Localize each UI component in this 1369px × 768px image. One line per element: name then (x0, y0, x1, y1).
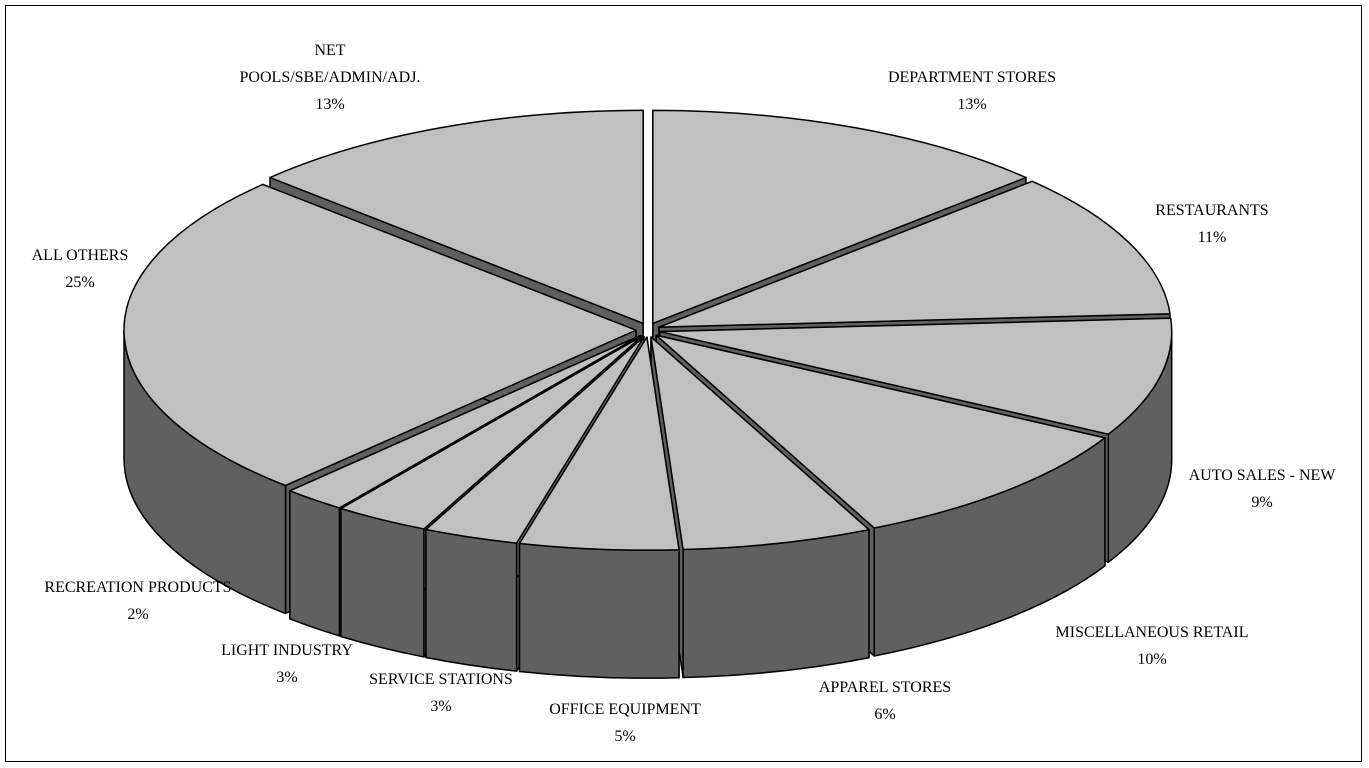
slice-label: ALL OTHERS (32, 247, 129, 264)
slice (658, 317, 1173, 435)
slice-label: LIGHT INDUSTRY (221, 642, 353, 659)
slice-value-label: 9% (1251, 494, 1272, 511)
slice-label: OFFICE EQUIPMENT (549, 701, 701, 718)
slice-label: RESTAURANTS (1155, 202, 1268, 219)
slice (269, 109, 644, 325)
plot-area: DEPARTMENT STORES 13% RESTAURANTS 11% AUTO S… (32, 42, 1337, 745)
slice (289, 334, 642, 509)
slice-label: APPAREL STORES (819, 679, 951, 696)
slice (425, 336, 645, 544)
slice-label: SERVICE STATIONS (369, 671, 513, 688)
slice (655, 334, 1106, 529)
slice-side (682, 528, 870, 679)
slice-value-label: 3% (430, 698, 451, 715)
slice (658, 180, 1171, 328)
slice-label: RECREATION PRODUCTS (44, 579, 231, 596)
slice-label: DEPARTMENT STORES (888, 69, 1056, 86)
slice (650, 336, 870, 551)
slice-value-label: 10% (1137, 651, 1166, 668)
slice-label: AUTO SALES - NEW (1189, 467, 1337, 484)
slice-value-label: 2% (127, 606, 148, 623)
slice-side (289, 490, 341, 637)
slice-label: MISCELLANEOUS RETAIL (1056, 624, 1249, 641)
slice-value-label: 11% (1198, 229, 1227, 246)
slice-value-label: 25% (65, 274, 94, 291)
slice-value-label: 5% (614, 728, 635, 745)
slice (652, 109, 1027, 325)
slice-value-label: 13% (315, 96, 344, 113)
slice (123, 183, 637, 487)
slice-label: NET POOLS/SBE/ADMIN/ADJ. (240, 42, 421, 86)
slice-side (518, 542, 680, 679)
slice-value-label: 6% (874, 706, 895, 723)
slice-value-label: 13% (957, 96, 986, 113)
slice-value-label: 3% (276, 669, 297, 686)
slice (518, 336, 680, 551)
slice-side (425, 528, 518, 672)
slice-side (340, 507, 425, 658)
slice (340, 335, 643, 530)
